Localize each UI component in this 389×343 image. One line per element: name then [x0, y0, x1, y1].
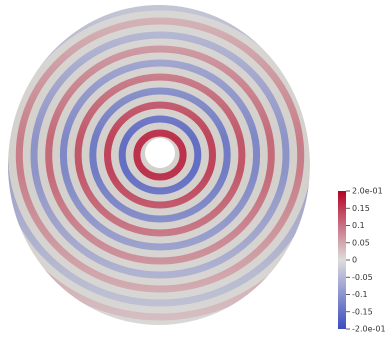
tick-label: -0.05 [352, 273, 373, 282]
hole [145, 138, 175, 168]
colorbar-ticks: 2.0e-01 0.15 0.1 0.05 0 -0.05 -0.1 -0.15 -2.0e-0… [346, 187, 386, 334]
tick-label: 0.1 [352, 221, 365, 230]
field [8, 5, 310, 325]
tick-label: 0 [352, 256, 357, 265]
tick-label: -0.15 [352, 307, 373, 316]
colorbar [338, 191, 346, 329]
tick-label: -2.0e-01 [352, 325, 386, 334]
tick-label: -0.1 [352, 290, 368, 299]
tick-label: 0.05 [352, 238, 370, 247]
tick-label: 2.0e-01 [352, 187, 383, 196]
tick-label: 0.15 [352, 204, 370, 213]
